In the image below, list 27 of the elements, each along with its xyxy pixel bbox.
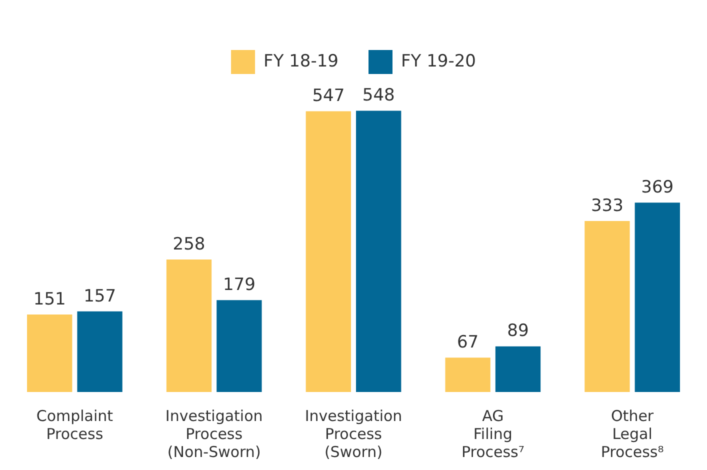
- x-tick-label: Complaint Process: [36, 406, 114, 443]
- data-label: 548: [362, 86, 395, 106]
- data-label: 258: [172, 234, 206, 254]
- bar: [216, 300, 262, 392]
- data-label: 151: [33, 289, 66, 310]
- data-label: 157: [84, 286, 116, 306]
- x-tick-label: Investigation Process (Non-Sworn): [165, 406, 263, 461]
- bar: [77, 311, 122, 392]
- bar: [445, 358, 490, 392]
- data-label: 333: [590, 196, 624, 216]
- data-label: 547: [312, 86, 345, 106]
- bar: [495, 346, 541, 392]
- bar: [634, 202, 680, 392]
- x-tick-label: AG Filing Process⁷: [461, 406, 524, 461]
- legend-label: FY 18-19: [264, 51, 339, 72]
- x-tick-label: Investigation Process (Sworn): [304, 406, 402, 461]
- data-label: 179: [222, 275, 256, 296]
- legend-label: FY 19-20: [401, 51, 476, 72]
- x-tick-label: Other Legal Process⁸: [600, 406, 664, 461]
- bar: [166, 260, 212, 392]
- data-label: 369: [641, 178, 674, 198]
- data-label: 89: [507, 321, 529, 342]
- bar: [584, 221, 630, 392]
- bar: [27, 314, 72, 392]
- bar: [306, 111, 351, 392]
- data-label: 67: [456, 332, 479, 353]
- bar: [356, 110, 402, 392]
